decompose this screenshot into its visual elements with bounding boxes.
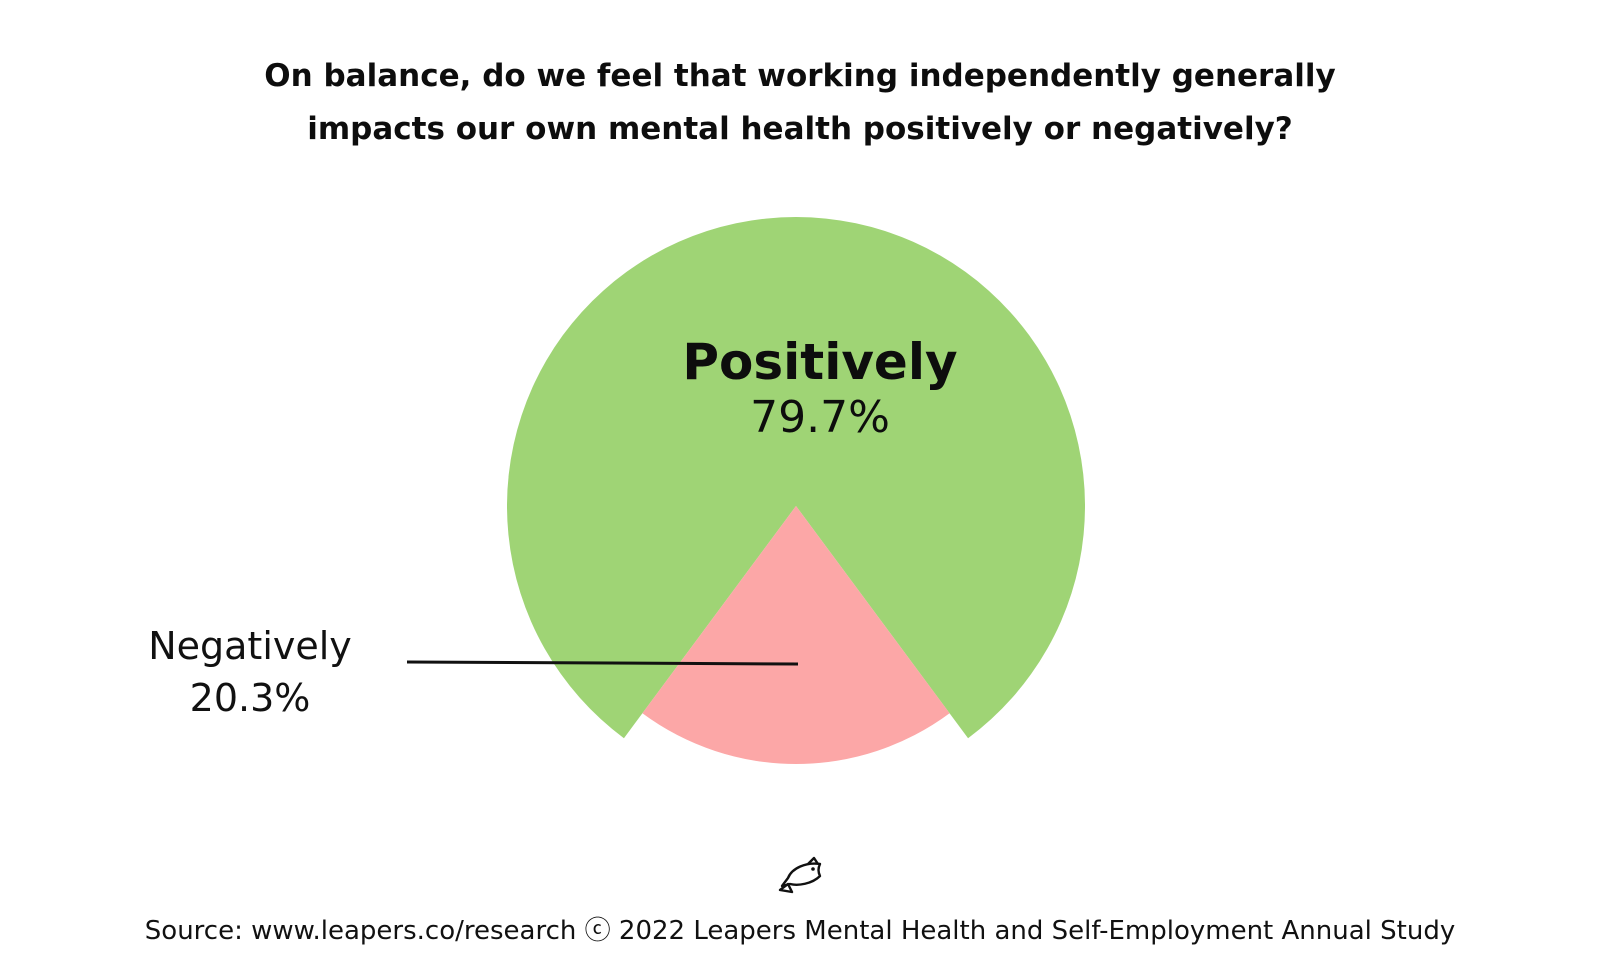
- chart-title: On balance, do we feel that working inde…: [0, 50, 1600, 156]
- slice-label-positively-name: Positively: [682, 333, 958, 391]
- chart-title-line-2: impacts our own mental health positively…: [307, 111, 1293, 147]
- slice-label-positively: Positively 79.7%: [620, 332, 1020, 444]
- slice-label-negatively-name: Negatively: [148, 624, 352, 668]
- pie-slice-positively: [507, 216, 1086, 739]
- slice-label-negatively-value: 20.3%: [189, 676, 311, 720]
- pie-slice-negatively: [642, 506, 950, 765]
- fish-logo-icon: [778, 856, 822, 894]
- leader-line-negatively: [406, 660, 799, 666]
- chart-title-line-1: On balance, do we feel that working inde…: [264, 58, 1336, 94]
- slice-label-positively-value: 79.7%: [750, 392, 890, 443]
- source-footnote: Source: www.leapers.co/research ⓒ 2022 L…: [144, 916, 1456, 946]
- slice-label-negatively: Negatively 20.3%: [120, 620, 380, 724]
